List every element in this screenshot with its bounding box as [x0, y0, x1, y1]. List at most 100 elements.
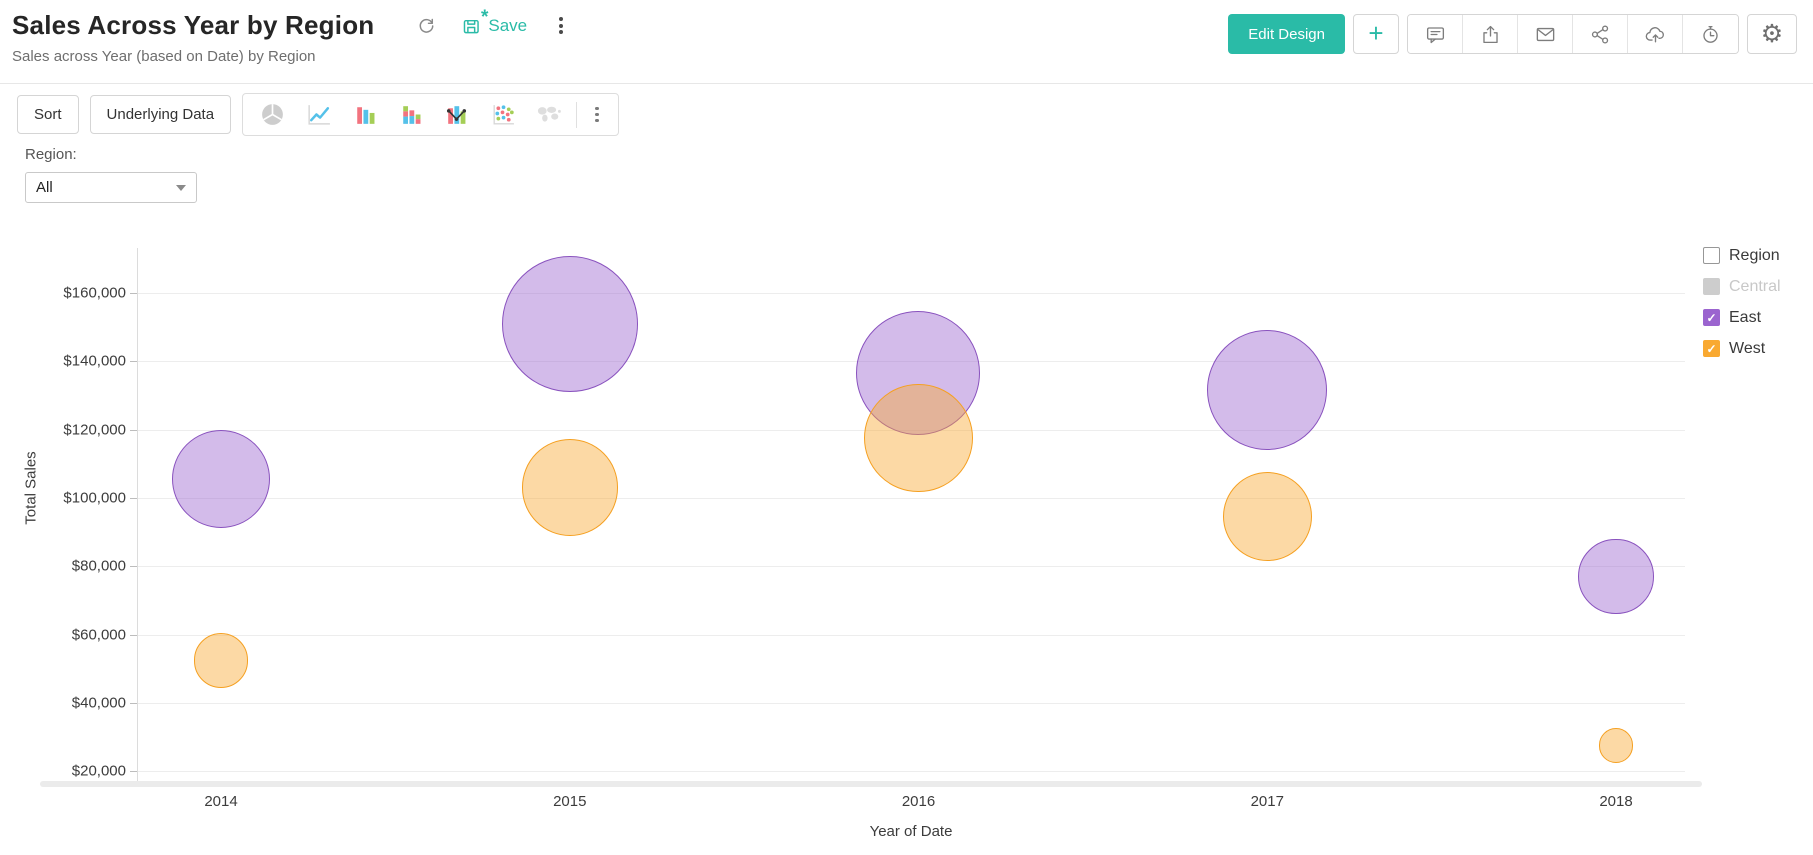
bubble-east-2018[interactable] [1578, 538, 1654, 614]
refresh-button[interactable] [414, 13, 439, 38]
y-axis-tick-label: $40,000 [71, 694, 126, 712]
y-axis-tick-label: $120,000 [63, 421, 126, 439]
world-map-icon [535, 102, 562, 127]
save-button[interactable]: * Save [455, 8, 533, 38]
plus-icon: + [1368, 17, 1384, 48]
header-action-group [1407, 14, 1739, 54]
page-title: Sales Across Year by Region [12, 10, 375, 40]
chart-type-group [242, 93, 620, 136]
share-icon [1589, 23, 1612, 46]
y-axis-tick [130, 702, 137, 704]
bubble-east-2015[interactable] [501, 255, 638, 392]
kebab-menu-icon [588, 106, 606, 123]
header: Sales Across Year by Region * [12, 8, 569, 65]
bubble-west-2017[interactable] [1222, 471, 1312, 562]
export-icon [1479, 23, 1502, 46]
bubble-east-2014[interactable] [171, 429, 271, 529]
legend-item-label: East [1729, 308, 1762, 326]
chart-type-bubble-button[interactable] [479, 95, 525, 135]
header-divider [0, 83, 1813, 84]
sort-button[interactable]: Sort [17, 95, 79, 134]
email-button[interactable] [1518, 15, 1573, 53]
alarm-clock-icon [1699, 23, 1722, 46]
add-button[interactable]: + [1353, 14, 1399, 54]
settings-button[interactable]: ⚙ [1747, 14, 1797, 54]
edit-design-button[interactable]: Edit Design [1228, 14, 1345, 54]
y-axis-tick [130, 497, 137, 499]
x-axis-title: Year of Date [869, 823, 953, 840]
y-axis-tick [130, 293, 137, 294]
region-filter-dropdown[interactable]: All [25, 172, 197, 203]
header-actions: Edit Design + [1228, 14, 1797, 54]
bubble-east-2017[interactable] [1207, 330, 1328, 451]
y-axis-tick-label: $80,000 [71, 557, 126, 575]
y-axis-tick [130, 361, 137, 363]
comment-icon [1424, 23, 1447, 46]
unsaved-indicator: * [480, 6, 489, 28]
share-button[interactable] [1573, 15, 1628, 53]
chart-type-map-button[interactable] [525, 95, 571, 135]
refresh-icon [416, 15, 437, 36]
gridline [138, 293, 1685, 294]
checkbox-unchecked-icon[interactable] [1703, 247, 1720, 264]
toolbar: Sort Underlying Data [17, 93, 620, 136]
stacked-bar-chart-icon [397, 102, 424, 127]
kebab-menu-icon [559, 17, 564, 34]
y-axis-tick-label: $60,000 [71, 626, 126, 643]
gridline [138, 566, 1685, 568]
legend-title: Region [1729, 246, 1780, 264]
horizontal-scrollbar[interactable] [40, 781, 1702, 787]
schedule-button[interactable] [1683, 15, 1738, 53]
chart-type-combo-button[interactable] [433, 95, 479, 135]
line-chart-icon [305, 102, 332, 127]
save-icon: * [461, 8, 488, 37]
comments-button[interactable] [1408, 15, 1463, 53]
underlying-data-button[interactable]: Underlying Data [89, 95, 232, 134]
y-axis-tick [130, 771, 137, 773]
gridline [138, 634, 1685, 636]
header-more-menu-button[interactable] [553, 11, 569, 41]
chart-type-more-button[interactable] [582, 95, 612, 135]
bubble-west-2018[interactable] [1598, 728, 1634, 763]
legend-item-west[interactable]: ✓ West [1703, 333, 1781, 364]
legend-swatch[interactable]: ✓ [1703, 340, 1720, 357]
x-axis-tick-label: 2014 [204, 793, 238, 810]
y-axis-tick-label: $140,000 [63, 352, 126, 370]
region-filter-label: Region: [25, 146, 77, 163]
chart-type-stacked-bar-button[interactable] [387, 95, 433, 135]
bar-line-combo-icon [443, 102, 470, 127]
y-axis-tick-label: $160,000 [63, 284, 126, 302]
publish-button[interactable] [1628, 15, 1683, 53]
region-filter-value: All [36, 179, 53, 196]
legend-title-row[interactable]: Region [1703, 240, 1781, 271]
chart-type-bar-button[interactable] [341, 95, 387, 135]
y-axis-tick-label: $100,000 [63, 489, 126, 507]
page-subtitle: Sales across Year (based on Date) by Reg… [12, 48, 316, 65]
bubble-west-2014[interactable] [193, 632, 249, 688]
region-filter: Region: All [25, 146, 197, 203]
bar-chart-icon [351, 102, 378, 127]
legend-item-label: West [1729, 339, 1766, 357]
chart-type-line-button[interactable] [295, 95, 341, 135]
y-axis-tick [130, 429, 137, 431]
legend-item-label: Central [1729, 277, 1781, 295]
y-axis-title: Total Sales [22, 451, 40, 525]
bubble-west-2015[interactable] [521, 439, 618, 536]
y-axis-tick [130, 566, 137, 568]
y-axis-line [137, 248, 138, 782]
y-axis-tick-label: $20,000 [71, 762, 126, 780]
y-axis-tick [130, 634, 137, 636]
gridline [138, 702, 1685, 704]
legend-item-east[interactable]: ✓ East [1703, 302, 1781, 333]
x-axis-tick-label: 2015 [553, 793, 587, 810]
pie-chart-icon [259, 102, 286, 127]
x-axis-tick-label: 2016 [901, 793, 936, 810]
chart-type-pie-button[interactable] [249, 95, 295, 135]
bubble-west-2016[interactable] [864, 383, 973, 493]
legend-swatch[interactable]: ✓ [1703, 309, 1720, 326]
chevron-down-icon [176, 184, 186, 191]
legend: Region Central ✓ East ✓ West [1703, 240, 1781, 364]
export-button[interactable] [1463, 15, 1518, 53]
legend-item-central[interactable]: Central [1703, 271, 1781, 302]
legend-swatch[interactable] [1703, 278, 1720, 295]
